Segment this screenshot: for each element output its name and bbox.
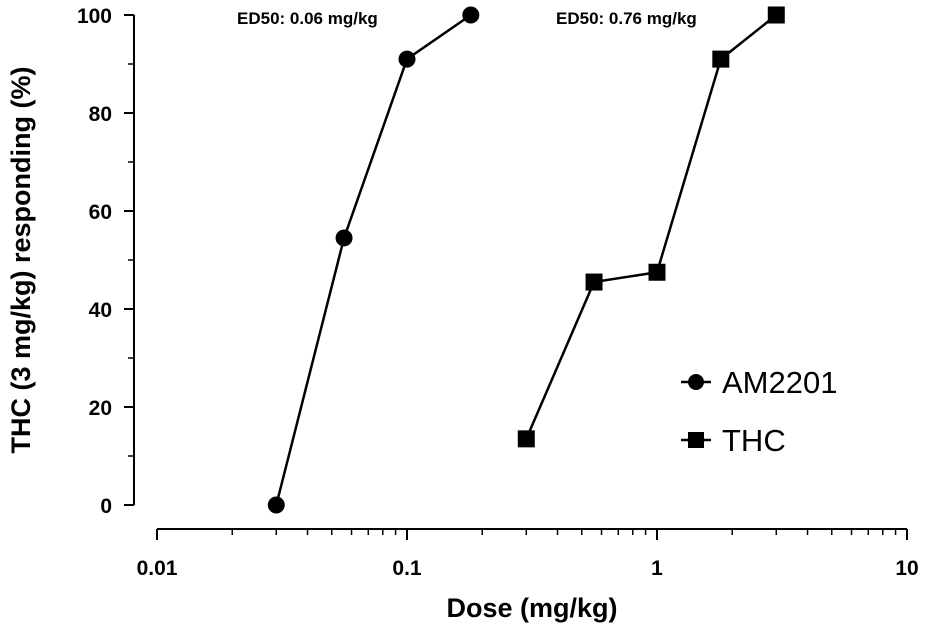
thc-data-point — [712, 50, 730, 68]
am2201-data-point — [462, 6, 480, 24]
thc-data-point — [767, 6, 785, 24]
y-tick-label: 40 — [89, 299, 112, 322]
x-ticks: 0.01 0.1 1 10 — [137, 529, 919, 580]
am2201-data-point — [267, 496, 285, 514]
y-tick-label: 100 — [77, 5, 112, 28]
x-axis-title: Dose (mg/kg) — [446, 593, 617, 623]
legend-am2201-marker-icon — [688, 374, 704, 390]
x-tick-label: 10 — [895, 557, 918, 580]
annotation-thc-ed50: ED50: 0.76 mg/kg — [556, 9, 697, 28]
series-layer — [267, 6, 785, 514]
x-tick-label: 0.01 — [137, 557, 178, 580]
thc-data-point — [648, 263, 666, 281]
annotation-am2201-ed50: ED50: 0.06 mg/kg — [237, 9, 378, 28]
y-tick-label: 80 — [89, 103, 112, 126]
axes — [133, 15, 907, 530]
am2201-series-line — [275, 13, 472, 506]
am2201-data-point — [335, 229, 353, 247]
y-ticks: 0 20 40 60 80 100 — [77, 5, 134, 518]
x-tick-label: 1 — [651, 557, 663, 580]
y-tick-label: 0 — [100, 495, 112, 518]
y-tick-label: 20 — [89, 397, 112, 420]
y-axis-title: THC (3 mg/kg) responding (%) — [6, 67, 36, 454]
am2201-data-point — [398, 50, 416, 68]
thc-data-point — [585, 273, 603, 291]
y-tick-label: 60 — [89, 201, 112, 224]
legend-thc-label: THC — [722, 423, 786, 458]
legend: AM2201 THC — [681, 365, 837, 458]
thc-data-point — [517, 430, 535, 448]
x-tick-label: 0.1 — [392, 557, 422, 580]
legend-thc-marker-icon — [688, 432, 704, 448]
legend-am2201-label: AM2201 — [722, 365, 837, 400]
